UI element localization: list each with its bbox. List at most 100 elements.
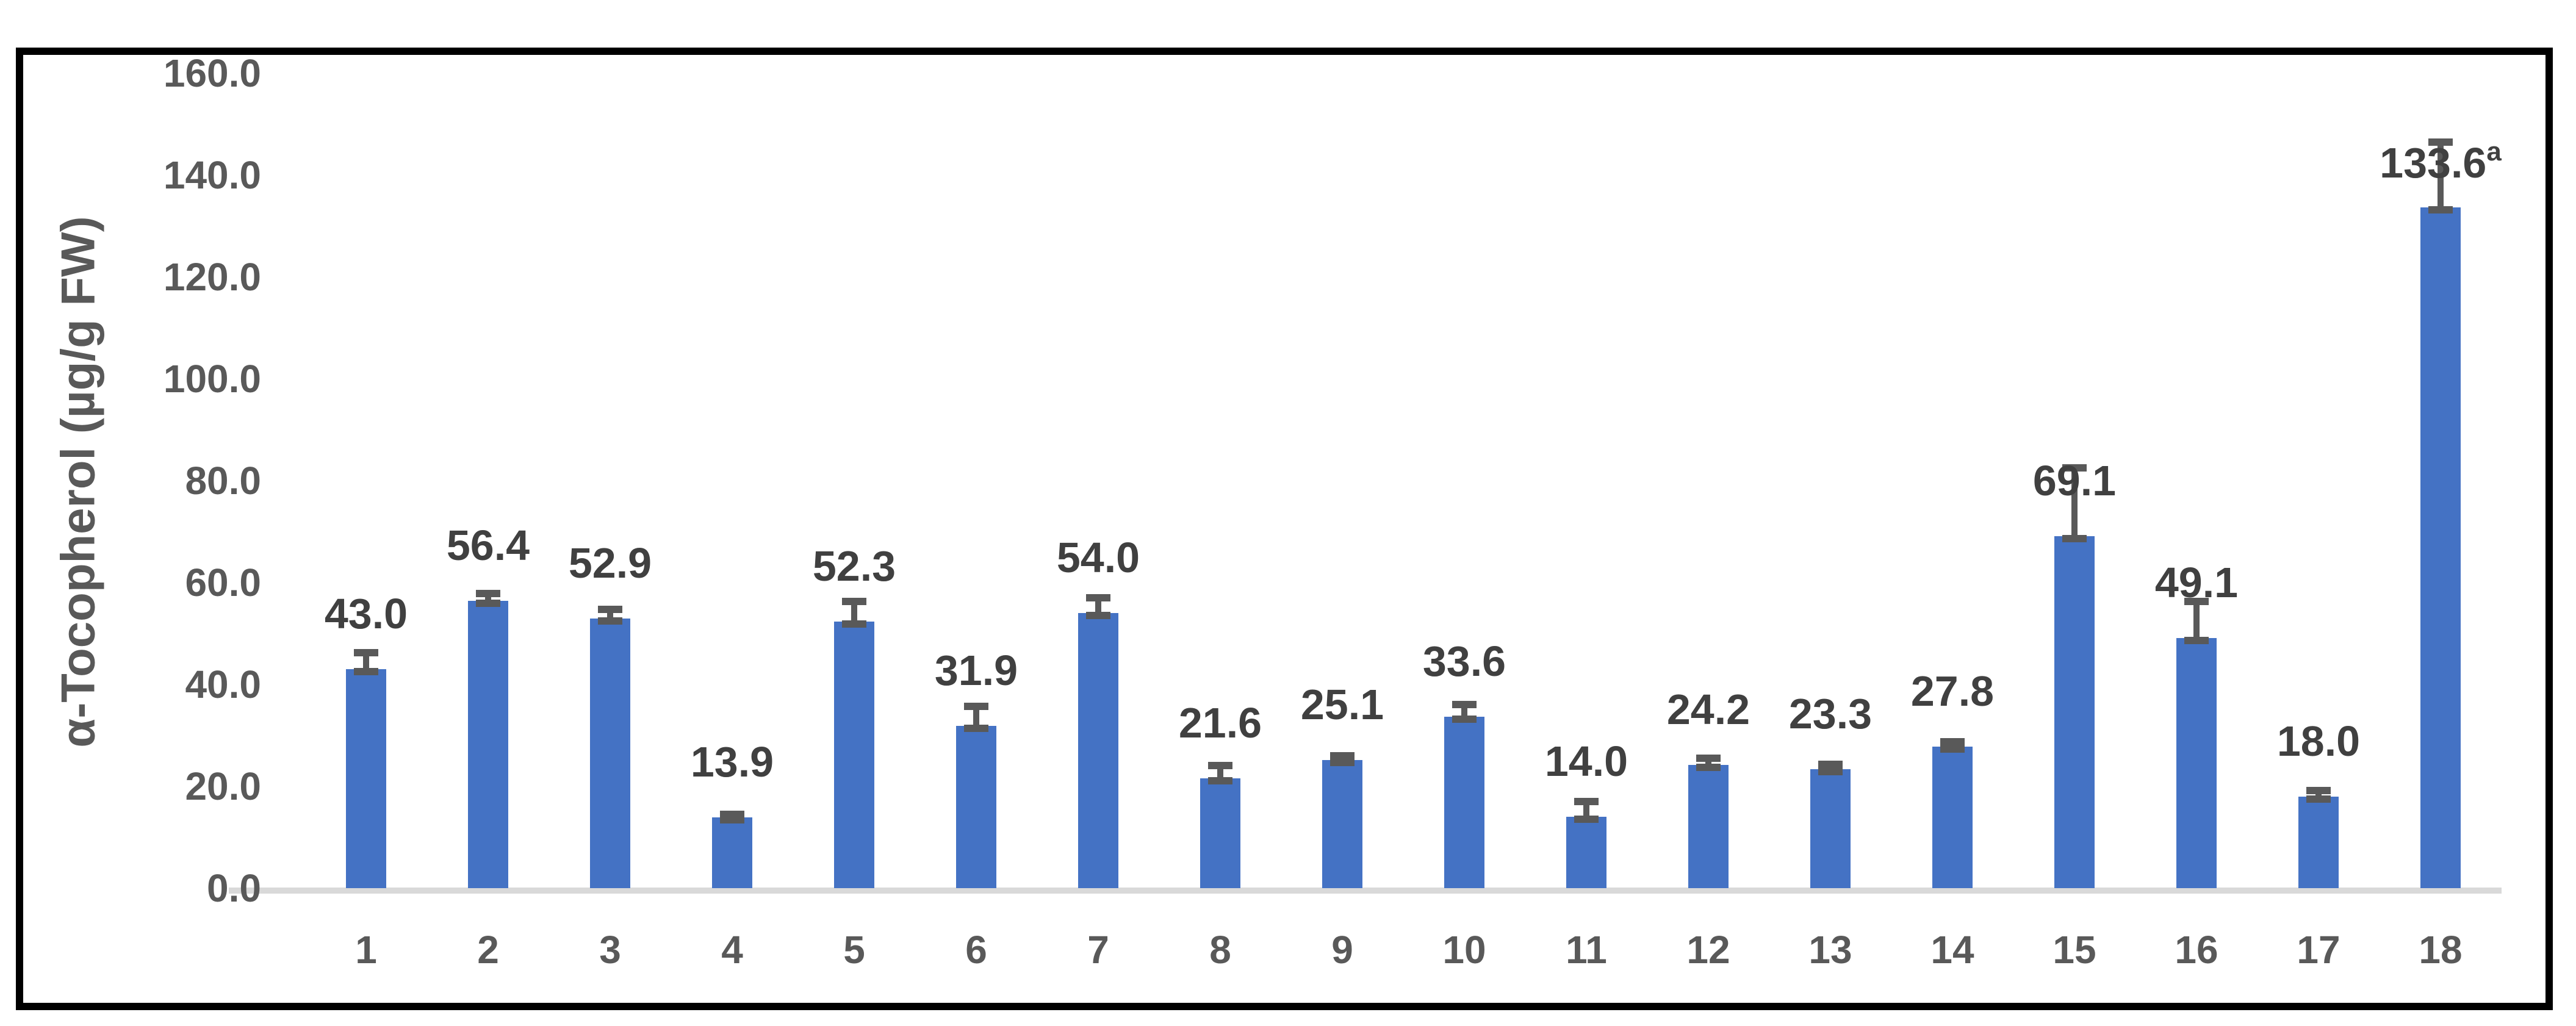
error-bar-cap-bottom (1452, 716, 1477, 723)
bar-value-label: 52.9 (452, 541, 769, 585)
x-tick-label: 6 (965, 928, 987, 972)
error-bar-cap-top (842, 598, 866, 605)
bar-value-label: 52.3 (696, 544, 1013, 588)
bar-value-label: 31.9 (818, 648, 1135, 692)
error-bar-cap-top (1818, 761, 1843, 768)
error-bar-cap-bottom (598, 617, 622, 625)
bar (1688, 765, 1729, 888)
error-bar-cap-top (1452, 701, 1477, 708)
bar-value-label: 24.2 (1550, 687, 1867, 731)
bar-value-text: 43.0 (324, 590, 408, 637)
x-tick-label: 15 (2053, 928, 2096, 972)
bar-value-text: 54.0 (1056, 534, 1140, 581)
x-tick-label: 11 (1566, 928, 1607, 972)
bar-value-text: 24.2 (1666, 686, 1750, 733)
bar (346, 669, 386, 888)
y-tick-label: 40.0 (185, 662, 261, 706)
bar-value-label: 18.0 (2160, 719, 2477, 763)
bar-value-label: 43.0 (207, 592, 525, 636)
bar-value-text: 14.0 (1544, 737, 1628, 785)
y-tick-label: 20.0 (185, 764, 261, 808)
bar (1078, 613, 1118, 888)
bar (834, 622, 874, 888)
error-bar-cap-top (598, 606, 622, 613)
bar-value-text: 33.6 (1422, 637, 1506, 685)
bar-value-label: 13.9 (574, 740, 891, 784)
bar (468, 601, 508, 888)
error-bar-cap-bottom (2428, 206, 2453, 213)
y-tick-label: 80.0 (185, 459, 261, 503)
bar (1932, 747, 1973, 888)
error-bar-cap-bottom (2184, 637, 2209, 644)
error-bar-cap-top (354, 649, 378, 656)
x-tick-label: 5 (843, 928, 865, 972)
error-bar-line (973, 706, 979, 726)
error-bar-cap-top (2184, 598, 2209, 605)
bar (1810, 769, 1851, 888)
error-bar-line (2071, 468, 2078, 536)
bar (2298, 797, 2339, 888)
bar (2054, 536, 2095, 888)
y-tick-label: 100.0 (163, 357, 261, 401)
error-bar-cap-bottom (1086, 612, 1110, 619)
y-tick-label: 60.0 (185, 561, 261, 604)
bar-value-text: 23.3 (1788, 690, 1873, 737)
bar-value-label: 27.8 (1794, 669, 2111, 713)
bar-value-label: 49.1 (2038, 561, 2355, 604)
error-bar-line (2193, 601, 2200, 638)
bar-value-text: 133.6 (2380, 139, 2487, 187)
bar-value-text: 49.1 (2154, 559, 2239, 606)
x-tick-label: 10 (1442, 928, 1486, 972)
x-tick-label: 12 (1686, 928, 1730, 972)
y-tick-label: 120.0 (163, 255, 261, 299)
error-bar-cap-top (476, 590, 500, 597)
x-tick-label: 2 (477, 928, 499, 972)
error-bar-cap-bottom (476, 600, 500, 607)
error-bar-cap-top (964, 703, 988, 710)
bar-value-label: 69.1 (1916, 459, 2233, 503)
bar (1566, 817, 1606, 888)
error-bar-line (2437, 142, 2444, 207)
bar-value-label: 21.6 (1062, 701, 1379, 745)
error-bar-cap-top (1574, 798, 1599, 805)
error-bar-cap-bottom (1818, 768, 1843, 775)
error-bar-cap-top (1940, 738, 1965, 745)
error-bar-cap-bottom (354, 668, 378, 675)
error-bar-line (1095, 598, 1101, 613)
x-tick-label: 8 (1209, 928, 1231, 972)
error-bar-line (1583, 802, 1589, 817)
bar-value-label: 25.1 (1184, 683, 1501, 726)
bar-value-text: 27.8 (1910, 667, 1995, 715)
x-tick-label: 17 (2297, 928, 2340, 972)
bar (956, 726, 996, 888)
bar (2420, 207, 2461, 888)
y-tick-label: 0.0 (207, 866, 261, 910)
error-bar-cap-bottom (1330, 759, 1355, 766)
bar (1444, 717, 1484, 888)
error-bar-cap-bottom (2062, 535, 2087, 542)
error-bar-cap-top (1086, 594, 1110, 601)
x-tick-label: 7 (1087, 928, 1109, 972)
error-bar-cap-top (2062, 464, 2087, 472)
error-bar-line (1461, 705, 1467, 717)
error-bar-cap-bottom (1574, 816, 1599, 823)
x-tick-label: 18 (2419, 928, 2463, 972)
bar (1322, 760, 1362, 888)
bar-value-label: 14.0 (1428, 739, 1745, 783)
error-bar-cap-top (1330, 752, 1355, 759)
bar-value-label: 56.4 (329, 523, 647, 567)
bar-value-superscript: a (2486, 137, 2502, 167)
bar-value-label: 133.6a (2282, 130, 2576, 185)
x-tick-label: 16 (2175, 928, 2218, 972)
y-axis-title: α-Tocopherol (µg/g FW) (51, 216, 105, 748)
y-tick-label: 140.0 (163, 153, 261, 197)
x-axis-line (229, 888, 2502, 894)
error-bar-line (363, 653, 369, 669)
error-bar-cap-bottom (720, 816, 744, 823)
bar-value-label: 54.0 (940, 536, 1257, 579)
error-bar-cap-top (2306, 787, 2331, 794)
x-tick-label: 14 (1930, 928, 1974, 972)
bar (712, 817, 752, 888)
error-bar-cap-bottom (1208, 777, 1232, 784)
